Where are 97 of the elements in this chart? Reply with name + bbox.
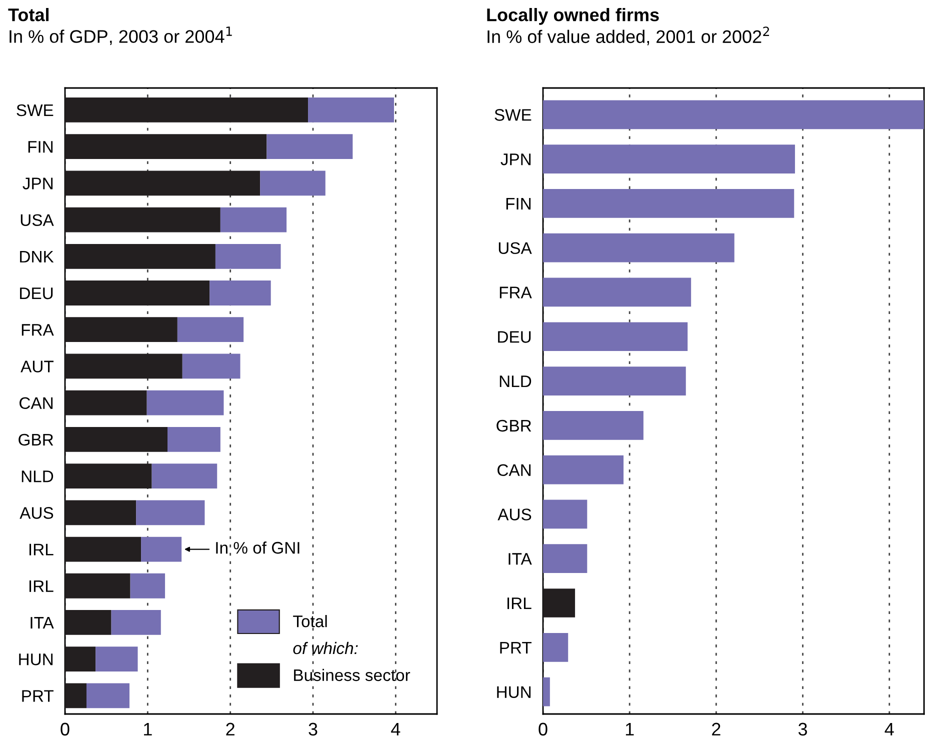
y-tick-label: AUT bbox=[20, 360, 54, 372]
chart-title: Locally owned firms bbox=[487, 8, 659, 25]
x-tick-label: 0 bbox=[538, 722, 548, 736]
bar bbox=[266, 134, 353, 160]
chart-title: Total bbox=[8, 8, 49, 22]
bar bbox=[141, 536, 182, 562]
x-tick-label: 0 bbox=[60, 722, 70, 736]
bar bbox=[65, 610, 112, 635]
bar bbox=[65, 426, 168, 452]
y-tick-label: DEU bbox=[498, 331, 531, 343]
y-tick-label: FIN bbox=[28, 141, 53, 153]
bar bbox=[65, 317, 178, 342]
bar bbox=[65, 500, 136, 526]
bar bbox=[111, 610, 161, 635]
bar bbox=[168, 426, 220, 452]
bar bbox=[543, 410, 644, 440]
y-tick-label: ITA bbox=[508, 553, 532, 565]
y-tick-label: AUS bbox=[498, 508, 532, 520]
y-tick-label: DNK bbox=[20, 250, 54, 262]
x-tick-label: 1 bbox=[144, 722, 152, 736]
bar bbox=[543, 233, 734, 262]
y-tick-label: NLD bbox=[500, 376, 532, 388]
y-tick-label: JPN bbox=[22, 178, 53, 190]
y-tick-label: FRA bbox=[500, 286, 532, 298]
y-tick-label: HUN bbox=[497, 686, 531, 698]
x-tick-label: 1 bbox=[626, 722, 634, 736]
y-tick-label: NLD bbox=[22, 470, 54, 482]
x-tick-label: 2 bbox=[226, 722, 234, 736]
y-tick-label: USA bbox=[498, 242, 532, 254]
y-tick-label: GBR bbox=[18, 434, 54, 446]
bar bbox=[130, 573, 166, 598]
bar bbox=[543, 278, 692, 307]
bar bbox=[65, 464, 152, 488]
bar bbox=[65, 354, 182, 379]
bar bbox=[96, 646, 138, 672]
bar bbox=[215, 244, 281, 269]
y-tick-label: CAN bbox=[498, 464, 531, 476]
x-tick-label: 3 bbox=[308, 722, 318, 736]
bar bbox=[65, 134, 267, 160]
y-tick-label: USA bbox=[20, 214, 54, 226]
bar bbox=[65, 244, 216, 269]
bar bbox=[260, 170, 326, 196]
legend-label: Business sector bbox=[294, 668, 410, 682]
bar bbox=[543, 677, 550, 706]
bar bbox=[65, 207, 220, 232]
y-tick-label: JPN bbox=[500, 154, 531, 166]
chart-subtitle: In % of value added, 2001 or 2002$^{2}$ bbox=[488, 26, 770, 46]
bar bbox=[543, 100, 924, 130]
bar bbox=[65, 170, 260, 196]
y-tick-label: IRL bbox=[29, 580, 54, 592]
bar bbox=[308, 98, 394, 122]
legend-label: Total bbox=[293, 615, 327, 628]
annotation: In % of GNI bbox=[216, 542, 300, 554]
bar bbox=[543, 588, 576, 618]
chart-subtitle: In % of GDP, 2003 or 2004$^{1}$ bbox=[10, 26, 232, 46]
y-tick-label: HUN bbox=[19, 654, 53, 666]
bar bbox=[146, 390, 224, 416]
bar bbox=[543, 144, 795, 174]
bar bbox=[65, 683, 86, 708]
y-tick-label: CAN bbox=[20, 397, 53, 410]
bar bbox=[543, 189, 794, 218]
y-tick-label: IRL bbox=[507, 598, 532, 610]
y-tick-label: FRA bbox=[22, 324, 54, 336]
bar bbox=[543, 322, 688, 352]
y-tick-label: FIN bbox=[506, 198, 531, 210]
y-tick-label: IRL bbox=[29, 544, 54, 556]
x-tick-label: 4 bbox=[884, 722, 894, 736]
bar bbox=[65, 573, 130, 598]
bar bbox=[65, 390, 147, 416]
bar bbox=[65, 536, 142, 562]
y-tick-label: ITA bbox=[30, 617, 54, 629]
bar bbox=[65, 98, 308, 122]
bar bbox=[65, 646, 96, 672]
bar bbox=[210, 280, 271, 306]
x-tick-label: 2 bbox=[712, 722, 720, 736]
bar bbox=[152, 464, 218, 488]
bar bbox=[543, 366, 686, 396]
x-tick-label: 3 bbox=[798, 722, 807, 736]
y-tick-label: SWE bbox=[16, 104, 54, 116]
bar bbox=[65, 280, 210, 306]
y-tick-label: PRT bbox=[22, 690, 54, 702]
bar bbox=[543, 455, 624, 484]
y-tick-label: AUS bbox=[20, 507, 54, 519]
bar bbox=[543, 632, 568, 662]
bar bbox=[220, 207, 287, 232]
y-tick-label: DEU bbox=[20, 288, 53, 300]
bar bbox=[543, 500, 588, 529]
bar bbox=[543, 544, 588, 574]
bar bbox=[136, 500, 205, 526]
y-tick-label: GBR bbox=[496, 420, 532, 432]
bar bbox=[182, 354, 240, 379]
bar bbox=[86, 683, 130, 708]
y-tick-label: PRT bbox=[500, 642, 532, 654]
x-tick-label: 4 bbox=[391, 722, 400, 736]
y-tick-label: SWE bbox=[494, 109, 532, 121]
bar bbox=[177, 317, 244, 342]
annotation: of which: bbox=[293, 642, 358, 654]
